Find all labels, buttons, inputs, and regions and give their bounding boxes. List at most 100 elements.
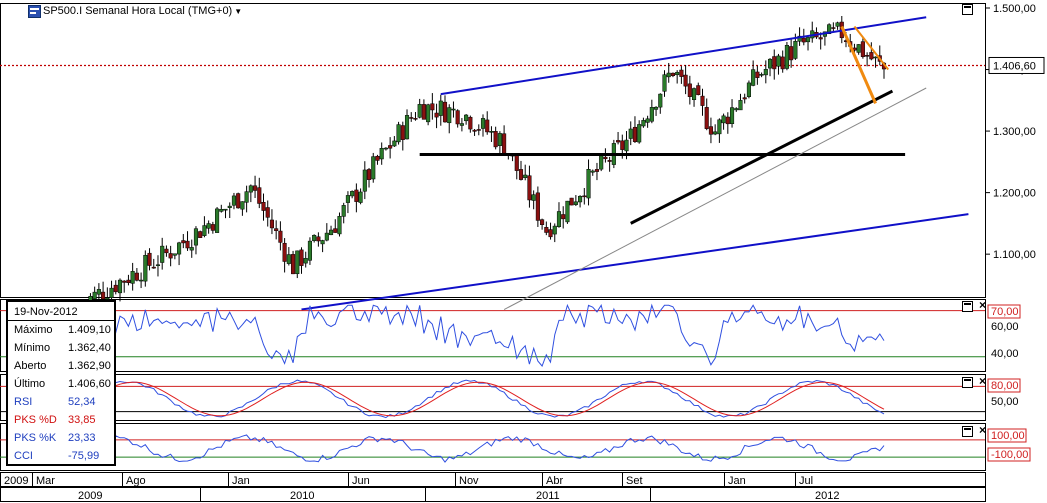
candle-body: [172, 253, 177, 256]
candle-body: [236, 193, 241, 209]
cci-panel-close-icon[interactable]: ×: [978, 423, 986, 437]
info-row: CCI -75,99: [14, 448, 110, 464]
candle-body: [865, 55, 870, 57]
info-value: -75,99: [68, 450, 100, 462]
candle-body: [362, 169, 367, 192]
candle-body: [198, 231, 203, 238]
chart-title-bar[interactable]: SP500.I Semanal Hora Local (TMG+0) ▼: [28, 3, 242, 19]
candle-body: [105, 297, 110, 300]
candle-body: [286, 254, 291, 264]
candle-body: [514, 154, 519, 171]
pks-upper-badge: [987, 378, 1021, 393]
candle-body: [109, 287, 114, 298]
rsi-level-label: 40,00: [991, 348, 1019, 360]
candle-body: [328, 229, 334, 236]
candle-body: [632, 126, 638, 142]
info-row: Último 1.406,60: [14, 376, 111, 392]
candle-body: [666, 72, 671, 78]
candle-body: [316, 236, 321, 242]
candle-body: [493, 131, 498, 148]
candle-body: [742, 97, 747, 100]
candle-body: [459, 123, 464, 126]
month-label: 2009: [4, 475, 28, 487]
candle-body: [206, 223, 211, 229]
data-window: 19-Nov-2012 Máximo 1.409,10 Mínimo 1.362,40…: [6, 300, 116, 466]
pks-panel-close-icon[interactable]: ×: [978, 374, 986, 388]
candle-body: [729, 107, 735, 124]
candle-body: [223, 208, 228, 211]
info-value: 1.362,90: [68, 360, 111, 372]
candle-body: [746, 82, 751, 97]
candle-body: [265, 207, 270, 218]
candle-body: [101, 291, 106, 300]
candle-body: [594, 169, 600, 172]
chart-title: SP500.I Semanal Hora Local (TMG+0): [43, 5, 233, 17]
info-label: PKS %D: [14, 414, 57, 426]
candle-body: [523, 174, 528, 179]
candle-body: [755, 71, 760, 78]
candle-body: [738, 100, 743, 111]
candle-body: [497, 133, 502, 146]
rsi-panel-minimize-icon[interactable]: [962, 301, 973, 312]
candle-body: [472, 129, 477, 132]
candle-body: [628, 128, 633, 139]
rsi-level-label: 70,00: [991, 306, 1019, 318]
candle-body: [624, 139, 629, 152]
chart-symbol-icon: [28, 4, 41, 18]
candle-body: [261, 201, 266, 211]
candle-body: [307, 240, 312, 261]
candle-body: [358, 191, 363, 203]
price-panel-minimize-icon[interactable]: [962, 4, 973, 15]
candle-body: [168, 253, 173, 259]
candle-body: [442, 101, 448, 123]
month-label: Mar: [36, 475, 55, 487]
candle-body: [548, 229, 553, 238]
candle-body: [784, 44, 789, 69]
candle-body: [662, 74, 667, 92]
price-panel-frame: [0, 3, 986, 298]
candle-body: [531, 194, 536, 201]
candle-body: [620, 140, 625, 150]
candle-body: [113, 284, 118, 293]
info-date: 19-Nov-2012: [14, 306, 78, 318]
pks-panel-minimize-icon[interactable]: [962, 377, 973, 388]
candle-body: [683, 74, 688, 87]
candle-body: [139, 279, 144, 282]
candle-body: [324, 232, 329, 241]
candle-body: [527, 175, 532, 201]
candle-body: [759, 74, 764, 76]
candle-body: [92, 291, 97, 300]
candle-body: [375, 155, 380, 161]
candle-body: [400, 125, 405, 140]
candle-body: [780, 56, 785, 70]
info-label: Último: [14, 378, 46, 390]
candle-body: [772, 56, 777, 70]
candle-body: [312, 234, 317, 241]
rsi-panel-close-icon[interactable]: ×: [978, 298, 986, 312]
info-label: Máximo: [14, 324, 53, 336]
candle-body: [151, 266, 156, 269]
candle-body: [392, 140, 397, 147]
pks-level-label: 50,00: [991, 396, 1019, 408]
candle-body: [438, 100, 443, 116]
candle-body: [835, 22, 840, 27]
candle-body: [227, 205, 232, 208]
candle-body: [645, 118, 650, 123]
candle-body: [797, 35, 802, 42]
info-label: PKS %K: [14, 432, 57, 444]
candle-body: [320, 240, 325, 245]
candle-body: [371, 156, 376, 180]
candle-body: [455, 110, 460, 125]
price-tick-label: 1.500,00: [993, 3, 1036, 15]
candle-body: [827, 24, 832, 35]
cci-panel-minimize-icon[interactable]: [962, 426, 973, 437]
candle-body: [269, 219, 274, 229]
candle-body: [231, 195, 237, 206]
info-label: RSI: [14, 396, 33, 408]
candle-body: [599, 155, 604, 170]
candle-body: [421, 104, 426, 120]
chevron-down-icon[interactable]: ▼: [234, 6, 243, 16]
candle-body: [248, 185, 253, 193]
